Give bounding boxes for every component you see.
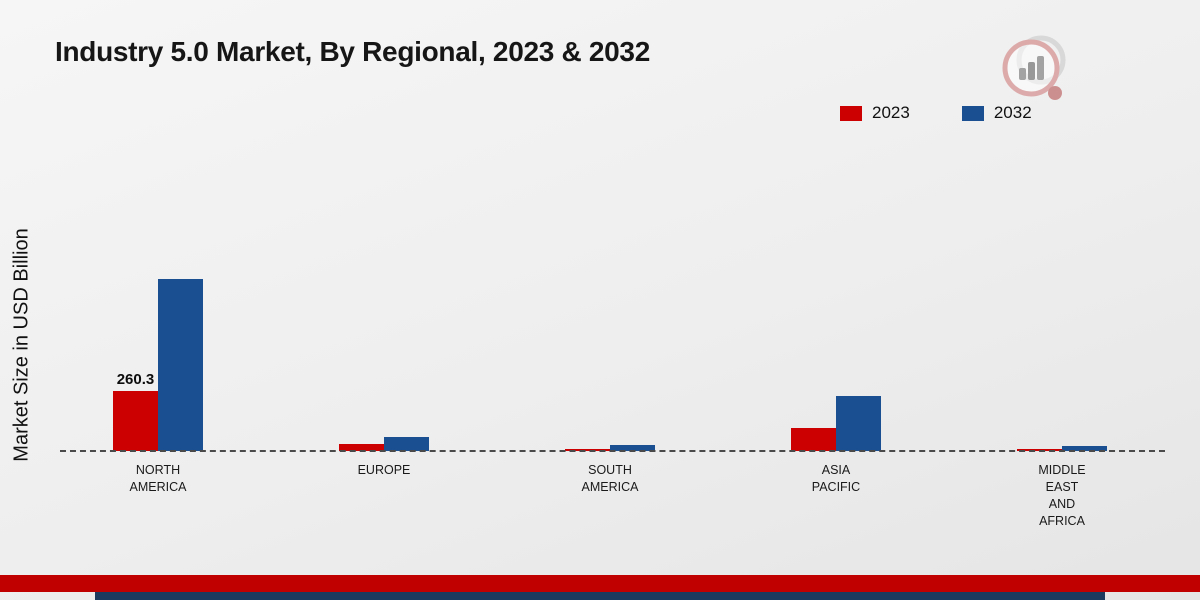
footer-red-bar [0,575,1200,592]
bar-2032-middle-east-and-africa [1062,446,1107,451]
y-axis-label: Market Size in USD Billion [10,228,33,462]
bar-2032-europe [384,437,429,451]
legend-label-2023: 2023 [872,103,910,122]
bar-2032-asia-pacific [836,395,881,451]
category-label: EUROPE [357,463,411,477]
category-label: NORTH AMERICA [129,463,187,494]
axis-baseline [60,450,1165,452]
legend-swatch-2032 [961,105,984,121]
category-group-middle-east-and-africa: MIDDLE EAST AND AFRICA [949,266,1175,528]
legend-item-2032: 2032 [961,103,1032,123]
plot-area: 260.3 NORTH AMERICA EUROPE SOUTH AMERICA ASI… [45,266,1175,528]
category-group-europe: EUROPE [271,266,497,477]
bar-slot [565,448,610,451]
bar-2032-north-america [158,278,203,451]
bar-slot [339,443,384,451]
category-group-asia-pacific: ASIA PACIFIC [723,266,949,494]
category-group-south-america: SOUTH AMERICA [497,266,723,494]
legend-item-2023: 2023 [840,103,910,123]
bar-2023-north-america [113,390,158,451]
bar-slot [384,437,429,451]
bar-value-label: 260.3 [116,370,155,388]
bar-2023-asia-pacific [791,427,836,451]
category-group-north-america: 260.3 NORTH AMERICA [45,266,271,494]
bar-2032-south-america [610,445,655,451]
bar-slot: 260.3 [113,371,158,451]
legend: 2023 2032 [840,103,1032,123]
bar-2023-europe [339,443,384,451]
bar-pair: 260.3 [113,278,203,451]
bar-slot [791,427,836,451]
bar-slot [1062,446,1107,451]
chart-title: Industry 5.0 Market, By Regional, 2023 &… [55,36,650,67]
bar-pair [339,437,429,451]
legend-label-2032: 2032 [993,103,1032,122]
category-label: MIDDLE EAST AND AFRICA [1038,463,1086,528]
bar-pair [791,395,881,451]
legend-swatch-2023 [840,105,862,121]
bar-slot [610,445,655,451]
category-label: SOUTH AMERICA [581,463,639,494]
bar-pair [565,445,655,451]
brand-logo-icon [1002,35,1066,100]
category-label: ASIA PACIFIC [811,463,861,494]
footer-navy-bar [95,592,1105,600]
bar-slot [836,395,881,451]
bar-slot [158,278,203,451]
bar-2023-south-america [565,448,610,451]
